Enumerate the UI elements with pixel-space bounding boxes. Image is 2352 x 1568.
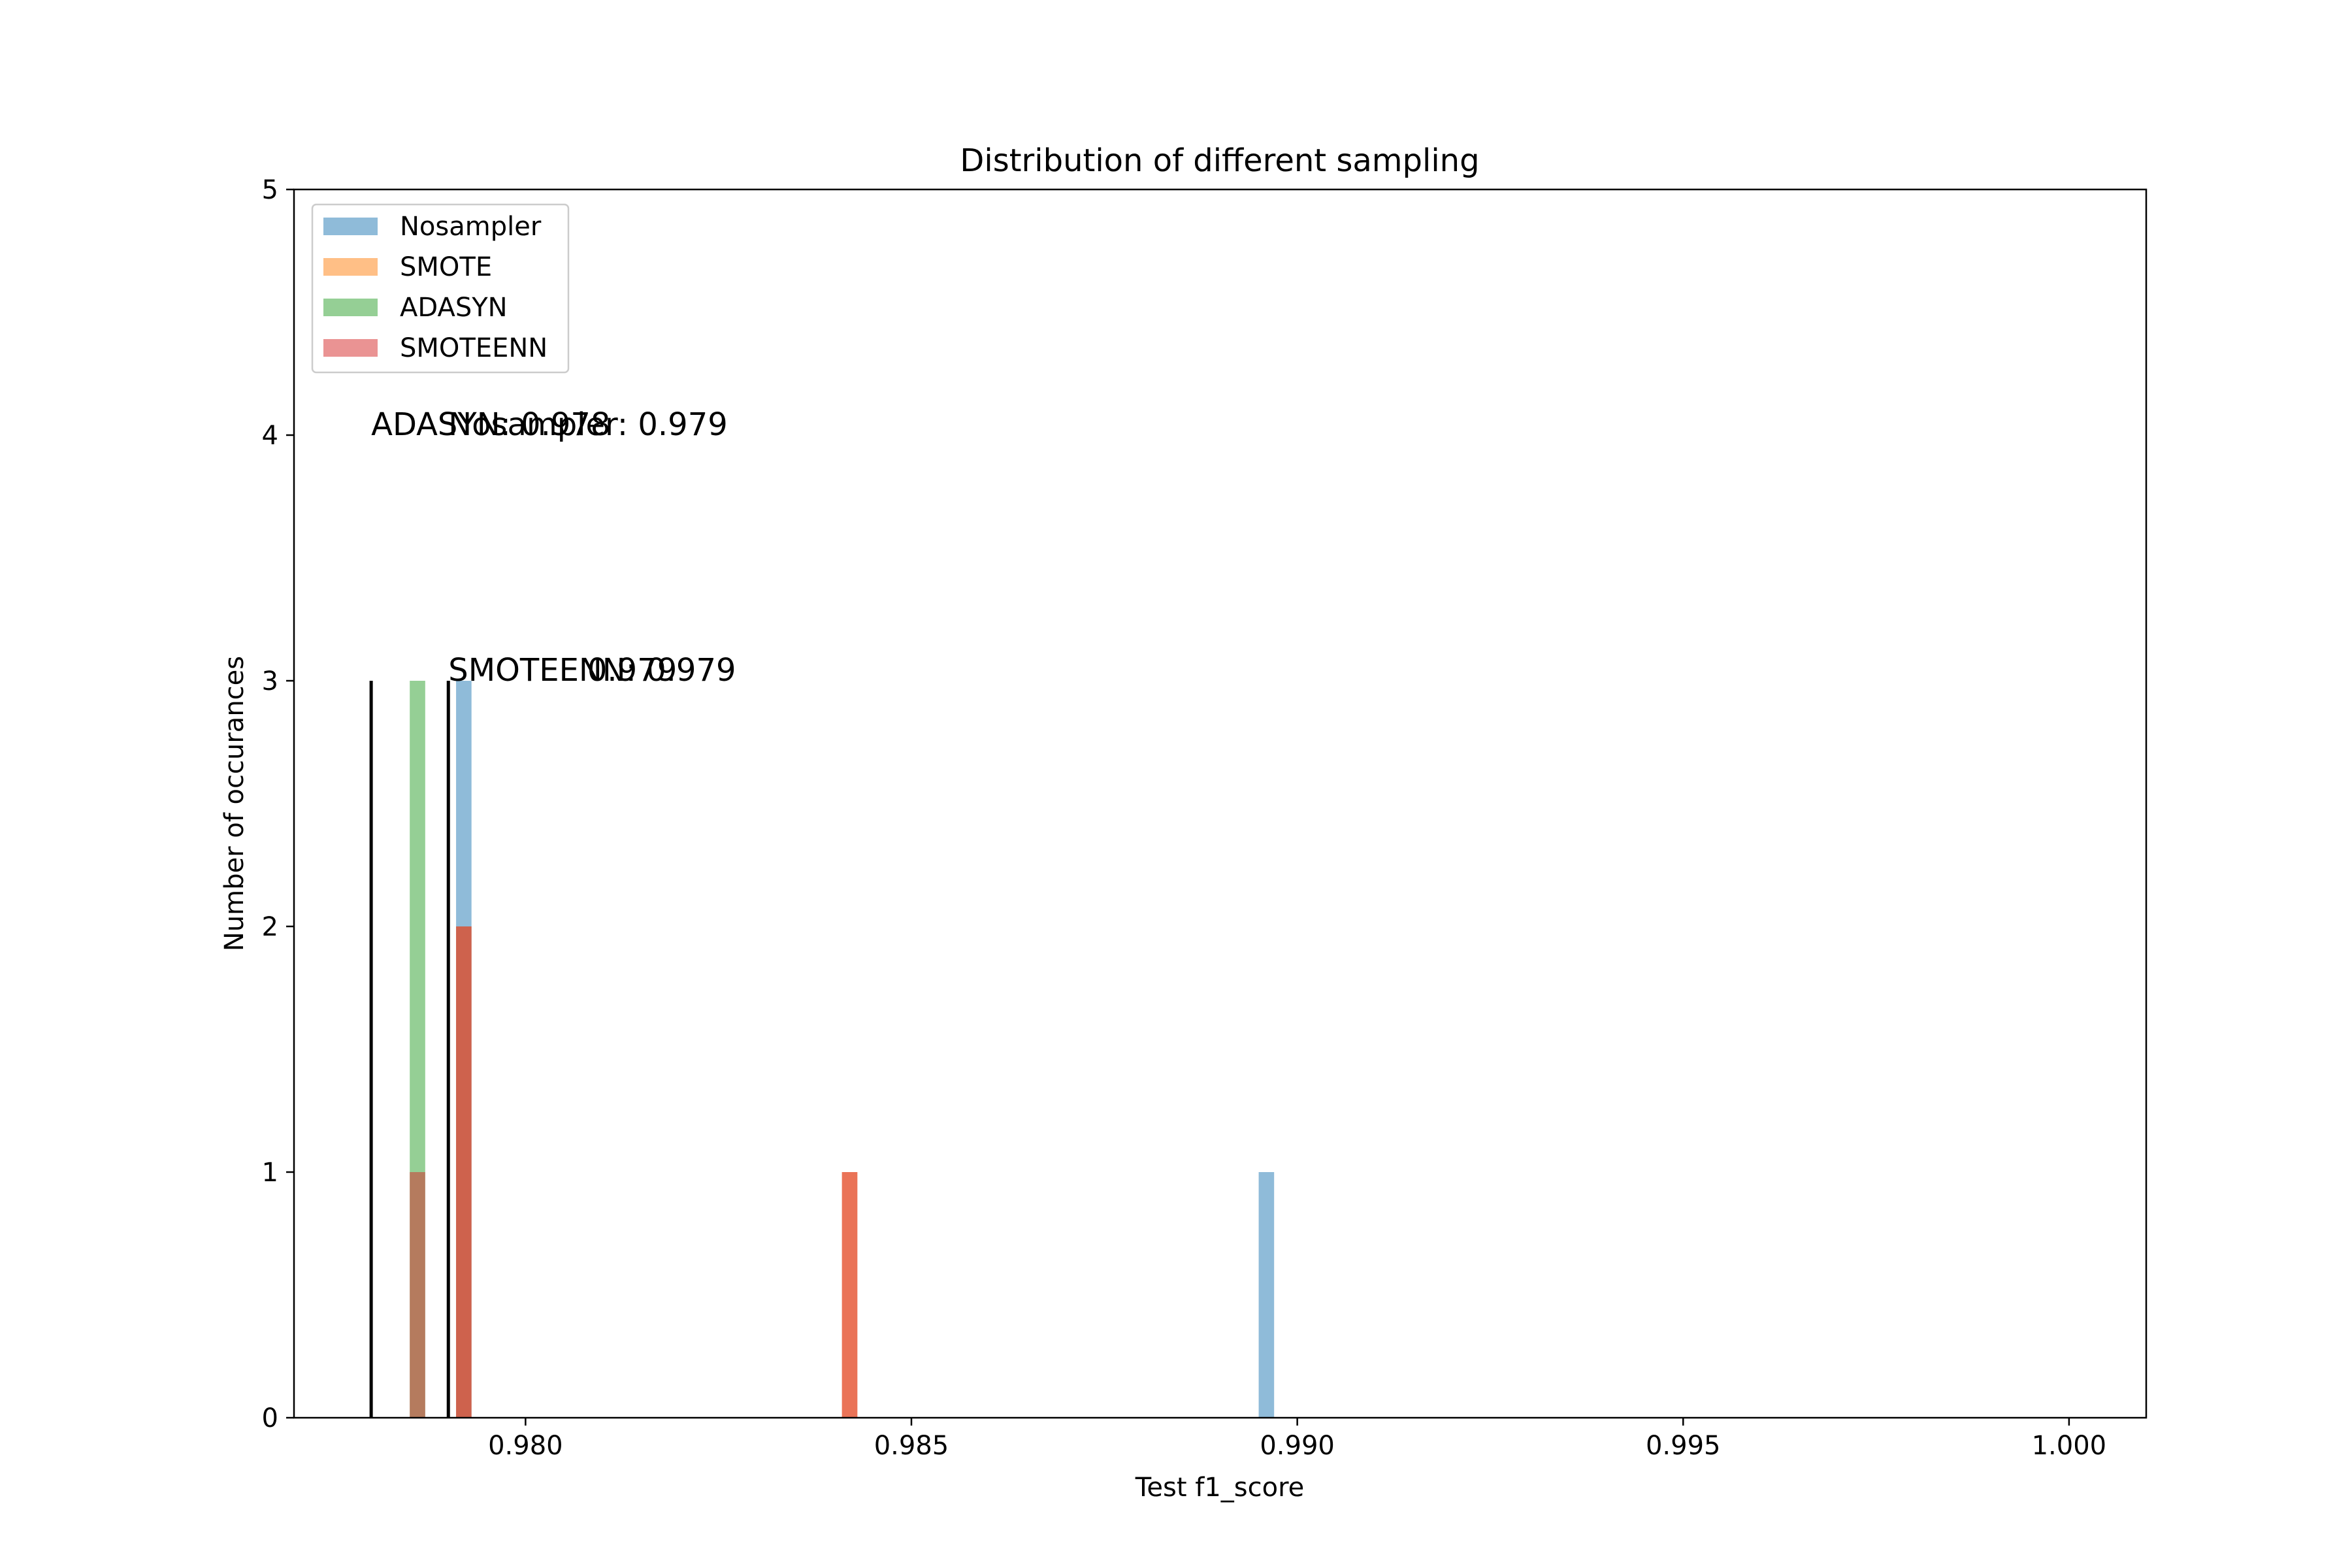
y-tick-label-0: 0 xyxy=(262,1403,278,1433)
legend-swatch-nosampler xyxy=(323,218,378,235)
y-tick-label-2: 2 xyxy=(262,912,278,942)
annotation-2: SMOTEENN: 0.979 xyxy=(448,652,736,689)
legend-label-smoteenn: SMOTEENN xyxy=(400,333,547,363)
x-tick-label-2: 0.990 xyxy=(1260,1431,1335,1461)
y-axis-label: Number of occurances xyxy=(220,656,250,951)
legend-label-nosampler: Nosampler xyxy=(400,212,542,242)
y-tick-label-5: 5 xyxy=(262,175,278,205)
plot-frame xyxy=(293,188,2148,1419)
x-axis-label: Test f1_score xyxy=(1135,1473,1305,1503)
legend-swatch-smoteenn xyxy=(323,339,378,357)
x-tick-label-3: 0.995 xyxy=(1646,1431,1721,1461)
annotation-1: Nosampler: 0.979 xyxy=(448,406,728,443)
y-axis-ticks: 0 1 2 3 4 5 xyxy=(262,175,294,1433)
bar-smoteenn-2 xyxy=(841,1172,858,1418)
legend-frame xyxy=(311,203,570,374)
bars-layer xyxy=(410,681,1275,1418)
legend: Nosampler SMOTE ADASYN SMOTEENN xyxy=(311,203,570,374)
legend-swatch-smote xyxy=(323,258,378,276)
chart-title: Distribution of different sampling xyxy=(960,142,1479,179)
bar-smoteenn-0 xyxy=(410,1172,425,1418)
y-tick-label-1: 1 xyxy=(262,1158,278,1188)
annotation-0: ADASYN: 0.978 xyxy=(371,406,610,443)
legend-label-smote: SMOTE xyxy=(400,252,492,282)
x-axis-ticks: 0.980 0.985 0.990 0.995 1.000 xyxy=(488,1418,2106,1461)
annotation-3: 0.979 xyxy=(587,652,677,689)
y-tick-label-4: 4 xyxy=(262,421,278,451)
x-tick-label-0: 0.980 xyxy=(488,1431,563,1461)
x-tick-label-1: 0.985 xyxy=(874,1431,949,1461)
bar-nosampler-1 xyxy=(1258,1172,1275,1418)
y-tick-label-3: 3 xyxy=(262,666,278,696)
legend-swatch-adasyn xyxy=(323,299,378,316)
bar-smoteenn-1 xyxy=(456,926,472,1418)
legend-label-adasyn: ADASYN xyxy=(400,293,508,323)
x-tick-label-4: 1.000 xyxy=(2032,1431,2107,1461)
reference-lines-layer xyxy=(369,681,450,1418)
